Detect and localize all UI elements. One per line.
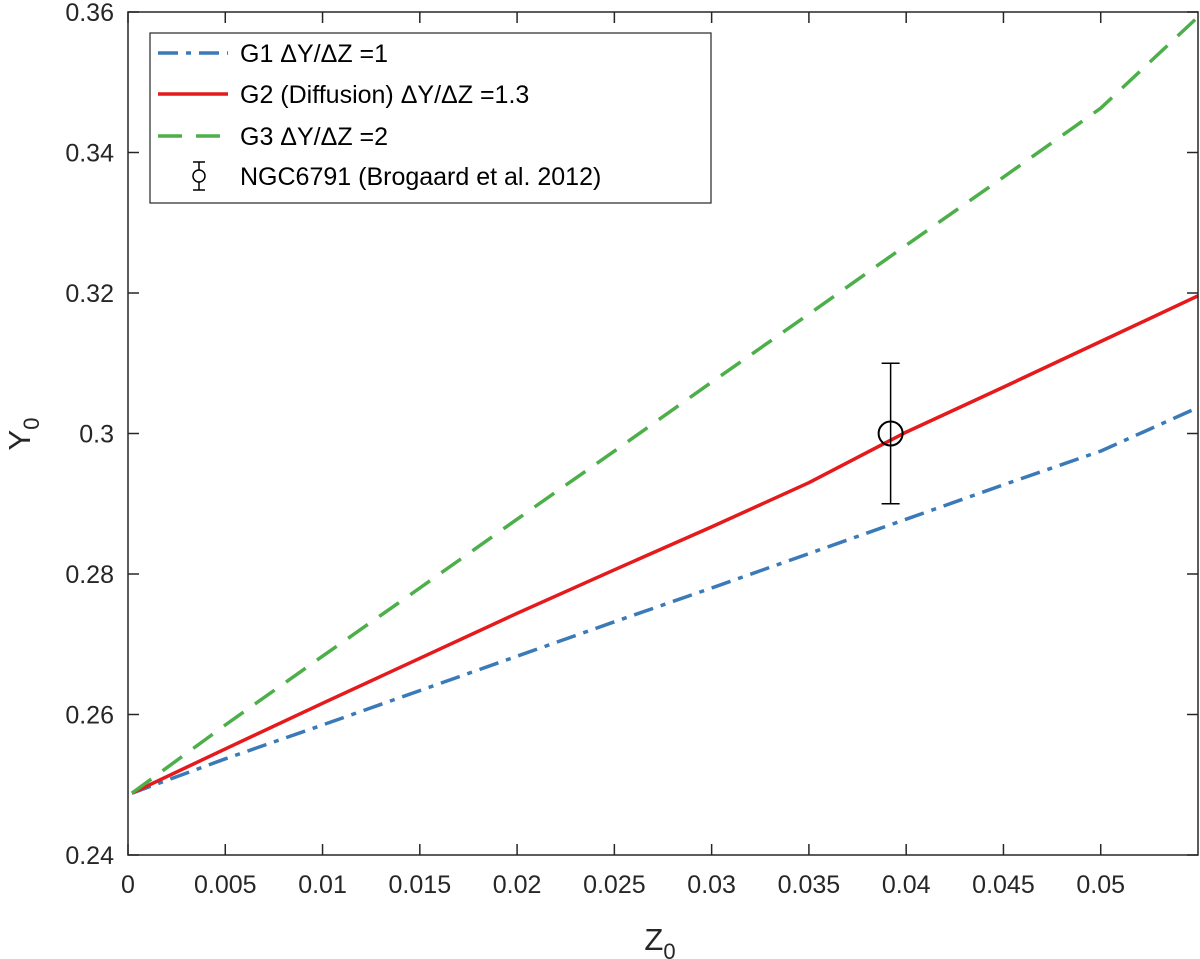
y-tick-label: 0.3 — [79, 421, 114, 449]
y-axis-ticks: 0.24 0.26 0.28 0.3 0.32 0.34 0.36 — [65, 0, 1198, 870]
y-axis-label: Y0 — [2, 418, 44, 451]
x-tick-label: 0.05 — [1076, 871, 1125, 899]
points-layer — [877, 362, 904, 505]
legend: G1 ΔY/ΔZ =1 G2 (Diffusion) ΔY/ΔZ =1.3 G3… — [149, 32, 712, 204]
x-tick-label: 0.03 — [687, 871, 736, 899]
legend-entry-ngc6791: NGC6791 (Brogaard et al. 2012) — [192, 161, 601, 191]
x-tick-label: 0.035 — [778, 871, 841, 899]
y-tick-label: 0.32 — [65, 280, 114, 308]
legend-entry-g3: G3 ΔY/ΔZ =2 — [158, 123, 388, 151]
data-point-1 — [877, 362, 904, 505]
legend-label-g3: G3 ΔY/ΔZ =2 — [240, 123, 388, 151]
x-tick-label: 0.01 — [298, 871, 347, 899]
point-marker — [877, 420, 904, 447]
y-tick-label: 0.24 — [65, 842, 114, 870]
x-tick-label: 0.045 — [972, 871, 1035, 899]
series-line-1 — [131, 405, 1198, 795]
x-axis-label: Z0 — [644, 922, 675, 959]
x-tick-label: 0.025 — [583, 871, 646, 899]
y-tick-label: 0.36 — [65, 0, 114, 27]
legend-marker-errorbar — [192, 161, 206, 191]
legend-entry-g2: G2 (Diffusion) ΔY/ΔZ =1.3 — [158, 81, 529, 109]
x-tick-label: 0 — [121, 871, 135, 899]
x-tick-label: 0.04 — [882, 871, 931, 899]
y-axis-label-main: Y — [2, 430, 37, 451]
x-axis-label-sub: 0 — [663, 939, 675, 959]
legend-label-g2: G2 (Diffusion) ΔY/ΔZ =1.3 — [240, 81, 529, 109]
legend-marker-circle — [192, 169, 206, 183]
legend-label-g1: G1 ΔY/ΔZ =1 — [240, 40, 388, 68]
x-axis-ticks: 0 0.005 0.01 0.015 0.02 0.025 0.03 0.035 0.04 0.0… — [121, 12, 1125, 899]
series-line-2 — [131, 294, 1198, 795]
series-line-3 — [130, 15, 1198, 795]
y-tick-label: 0.28 — [65, 561, 114, 589]
legend-entry-g1: G1 ΔY/ΔZ =1 — [158, 40, 388, 68]
y-tick-label: 0.26 — [65, 702, 114, 730]
legend-box — [149, 32, 712, 204]
x-tick-label: 0.02 — [493, 871, 542, 899]
x-axis-label-main: Z — [644, 922, 663, 957]
y-tick-label: 0.34 — [65, 140, 114, 168]
y-axis-label-sub: 0 — [19, 418, 44, 430]
series-layer — [130, 15, 1198, 795]
x-tick-label: 0.015 — [389, 871, 452, 899]
x-tick-label: 0.005 — [194, 871, 257, 899]
legend-label-ngc6791: NGC6791 (Brogaard et al. 2012) — [240, 163, 601, 191]
